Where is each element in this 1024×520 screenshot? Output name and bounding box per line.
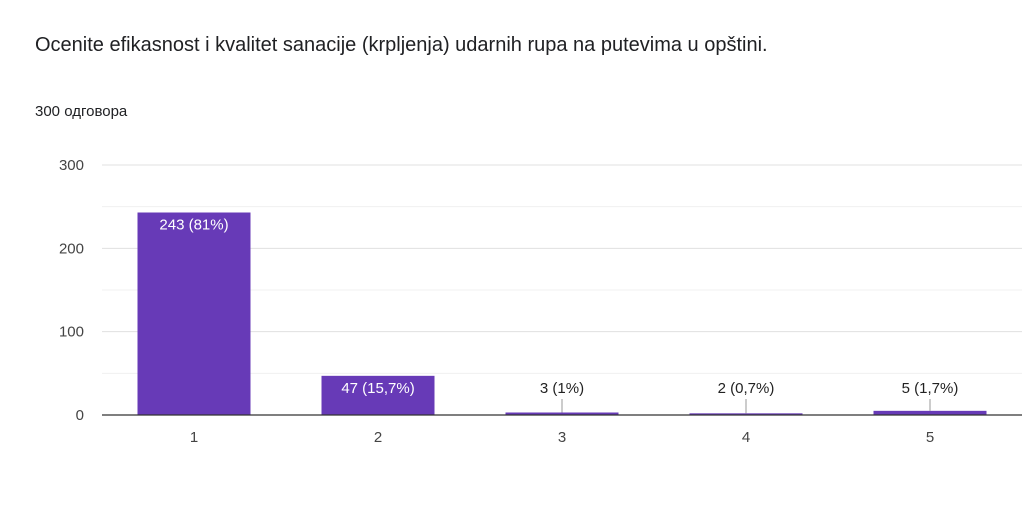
y-tick-label: 300 bbox=[59, 157, 84, 174]
x-tick-label: 4 bbox=[742, 429, 750, 446]
data-label: 5 (1,7%) bbox=[902, 380, 959, 397]
gridlines bbox=[102, 164, 1022, 374]
data-label: 2 (0,7%) bbox=[718, 380, 775, 397]
data-label: 3 (1%) bbox=[540, 380, 584, 397]
bar[interactable] bbox=[137, 212, 251, 416]
x-tick-label: 1 bbox=[190, 429, 198, 446]
x-tick-label: 3 bbox=[558, 429, 566, 446]
x-tick-labels: 1 2 3 4 5 bbox=[190, 429, 934, 446]
y-tick-labels: 0 100 200 300 bbox=[59, 157, 84, 424]
bar[interactable] bbox=[873, 410, 987, 415]
question-title: Ocenite efikasnost i kvalitet sanacije (… bbox=[35, 34, 768, 56]
response-count: 300 одговора bbox=[35, 103, 128, 120]
y-tick-label: 0 bbox=[76, 407, 84, 424]
data-label: 243 (81%) bbox=[159, 217, 228, 234]
bar[interactable] bbox=[321, 375, 435, 415]
bar[interactable] bbox=[505, 412, 619, 416]
x-tick-label: 5 bbox=[926, 429, 934, 446]
x-tick-label: 2 bbox=[374, 429, 382, 446]
y-tick-label: 100 bbox=[59, 324, 84, 341]
bar[interactable] bbox=[689, 413, 803, 415]
bars bbox=[137, 212, 987, 416]
data-label: 47 (15,7%) bbox=[341, 380, 414, 397]
data-labels: 243 (81%) 47 (15,7%) 3 (1%) 2 (0,7%) 5 (1,7%… bbox=[159, 217, 958, 414]
y-tick-label: 200 bbox=[59, 240, 84, 257]
